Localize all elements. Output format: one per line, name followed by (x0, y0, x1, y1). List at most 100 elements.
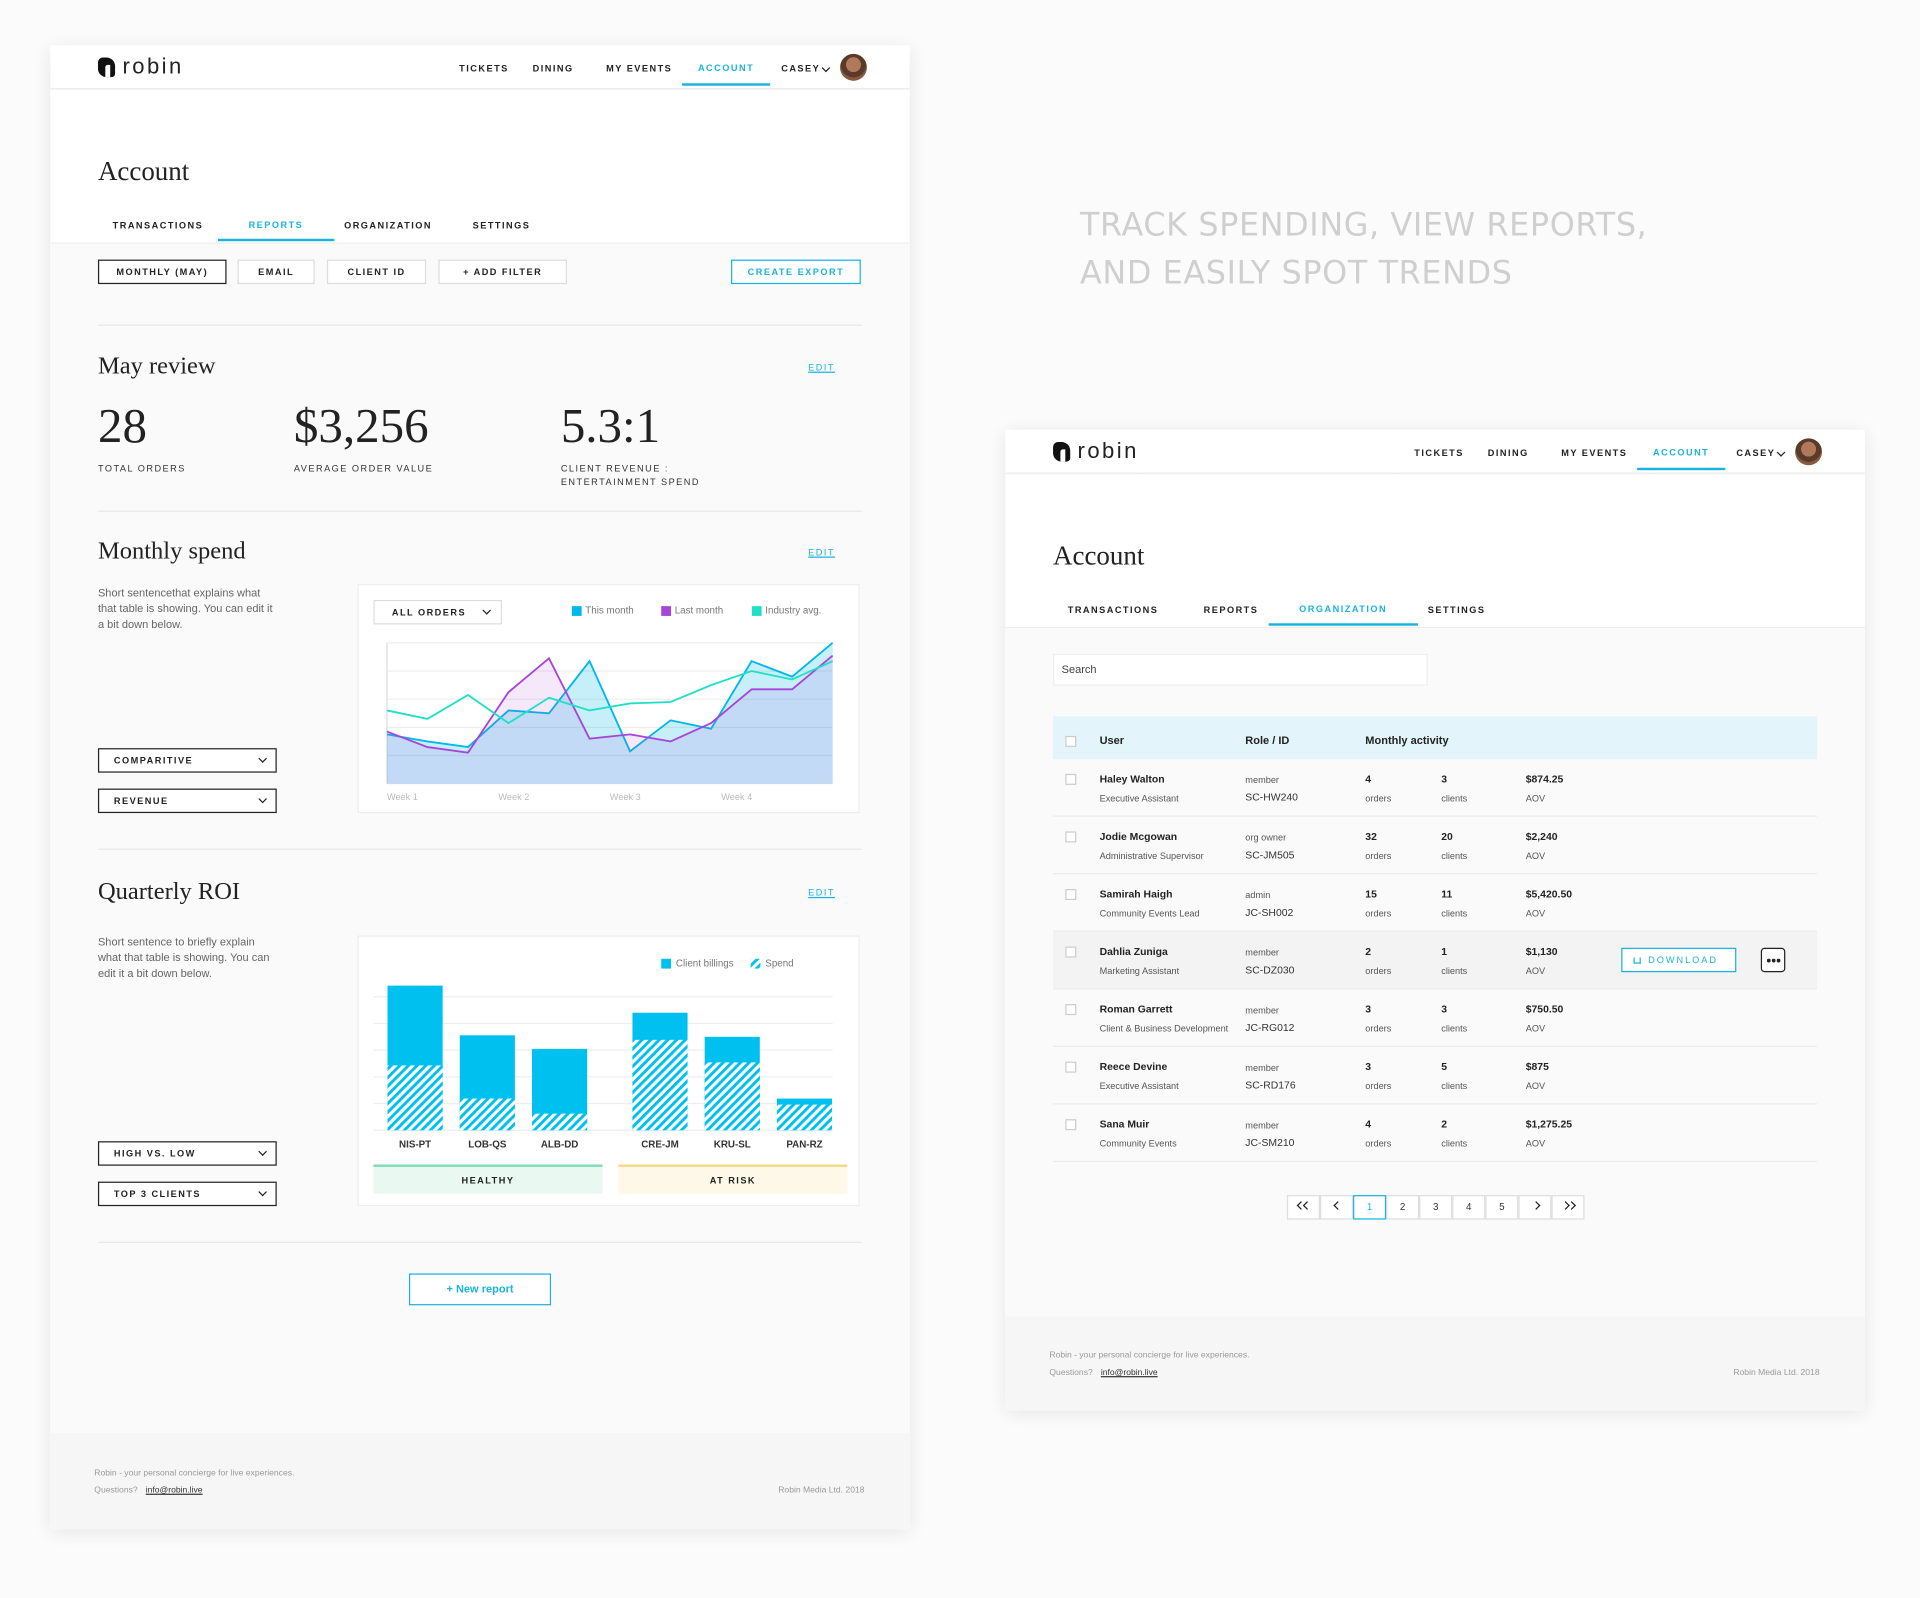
nav-link[interactable]: TICKETS (459, 63, 509, 75)
filter-button[interactable] (438, 259, 567, 285)
dropdown-label[interactable]: COMPARITIVE (113, 754, 194, 766)
x-tick-label: Week 1 (386, 791, 418, 803)
footer-email[interactable]: info@robin.live (145, 1486, 203, 1495)
dropdown-label[interactable]: REVENUE (113, 795, 169, 807)
filter-label[interactable]: MONTHLY (MAY) (116, 266, 209, 278)
tab[interactable]: SETTINGS (472, 219, 531, 231)
logo: robin (1077, 438, 1139, 464)
x-tick-label: PAN-RZ (786, 1139, 823, 1151)
nav-link[interactable]: MY EVENTS (606, 63, 673, 75)
edit-link[interactable]: EDIT (808, 546, 835, 558)
page-number[interactable]: 3 (1432, 1201, 1439, 1213)
activity-unit: orders (1365, 1080, 1392, 1092)
user-title: Marketing Assistant (1099, 965, 1180, 977)
filter-button[interactable] (97, 259, 227, 285)
filter-label[interactable]: CLIENT ID (347, 266, 406, 278)
export-label[interactable]: CREATE EXPORT (747, 266, 845, 278)
page-button[interactable] (1551, 1195, 1585, 1220)
row-divider (1053, 1045, 1818, 1047)
checkbox[interactable] (1065, 1118, 1077, 1130)
checkbox[interactable] (1065, 735, 1077, 747)
dropdown-label[interactable]: HIGH VS. LOW (113, 1147, 196, 1159)
page-button[interactable] (1485, 1195, 1519, 1220)
user-name: Jodie Mcgowan (1099, 830, 1178, 843)
tab[interactable]: ORGANIZATION (1268, 604, 1418, 626)
nav-link[interactable]: DINING (1487, 447, 1529, 459)
page-button[interactable] (1286, 1195, 1320, 1220)
activity-aov: $5,420.50 (1525, 887, 1573, 900)
user-title: Executive Assistant (1099, 792, 1179, 804)
checkbox[interactable] (1065, 888, 1077, 900)
nav-link[interactable]: ACCOUNT (1637, 447, 1726, 471)
page-number[interactable]: 2 (1399, 1201, 1406, 1213)
filter-button[interactable] (237, 259, 315, 285)
search-input[interactable] (1053, 653, 1428, 686)
user-role: member (1245, 1062, 1279, 1074)
dropdown[interactable] (97, 748, 277, 773)
user-menu[interactable]: CASEY (781, 63, 821, 75)
user-menu[interactable]: CASEY (1736, 447, 1776, 459)
checkbox[interactable] (1065, 1003, 1077, 1015)
filter-label[interactable]: + ADD FILTER (463, 266, 543, 278)
checkbox[interactable] (1065, 773, 1077, 785)
footer-email[interactable]: info@robin.live (1100, 1368, 1158, 1378)
tab[interactable]: TRANSACTIONS (112, 219, 204, 231)
nav-link[interactable]: ACCOUNT (682, 62, 771, 86)
edit-link[interactable]: EDIT (808, 887, 835, 899)
tab[interactable]: ORGANIZATION (344, 219, 432, 231)
nav-link[interactable]: DINING (532, 63, 574, 75)
page-button[interactable] (1518, 1195, 1552, 1220)
new-report-button[interactable] (408, 1273, 552, 1306)
user-role: member (1245, 1119, 1279, 1131)
page-number[interactable]: 5 (1499, 1201, 1505, 1213)
page-button[interactable] (1320, 1195, 1354, 1220)
checkbox[interactable] (1065, 945, 1077, 957)
content-area (50, 242, 910, 1433)
section-title: Monthly spend (97, 537, 246, 565)
export-button[interactable] (731, 259, 861, 285)
dropdown-label[interactable]: TOP 3 CLIENTS (113, 1188, 202, 1200)
activity-clients: 2 (1441, 1117, 1448, 1131)
tab[interactable]: SETTINGS (1427, 604, 1486, 616)
user-id: SC-DZ030 (1245, 963, 1295, 976)
dropdown[interactable] (97, 1181, 277, 1207)
dropdown[interactable] (97, 1141, 277, 1166)
activity-clients: 20 (1441, 830, 1453, 843)
stat-label: AVERAGE ORDER VALUE (293, 462, 434, 474)
checkbox[interactable] (1065, 1061, 1077, 1073)
nav-link[interactable]: TICKETS (1414, 447, 1464, 459)
page-number[interactable]: 4 (1466, 1201, 1472, 1213)
x-tick-label: NIS-PT (399, 1139, 432, 1151)
page-button[interactable] (1353, 1195, 1387, 1220)
edit-link[interactable]: EDIT (808, 361, 835, 373)
activity-unit: clients (1441, 792, 1468, 804)
tab[interactable]: TRANSACTIONS (1067, 604, 1159, 616)
checkbox[interactable] (1065, 830, 1077, 842)
page-button[interactable] (1386, 1195, 1420, 1220)
avatar (840, 53, 867, 81)
chart-filter-label[interactable]: ALL ORDERS (391, 606, 467, 618)
section-description: Short sentencethat explains what that ta… (97, 586, 273, 631)
activity-aov: $1,275.25 (1525, 1117, 1573, 1131)
more-button[interactable] (1760, 947, 1786, 973)
dropdown[interactable] (97, 788, 277, 814)
page-button[interactable] (1452, 1195, 1486, 1220)
legend-swatch (751, 606, 762, 616)
download-label[interactable]: DOWNLOAD (1648, 954, 1718, 966)
new-report-label[interactable]: + New report (446, 1282, 514, 1296)
nav-link[interactable]: MY EVENTS (1561, 447, 1628, 459)
chart-filter[interactable] (373, 600, 503, 625)
area (386, 655, 833, 784)
filter-label[interactable]: EMAIL (258, 266, 295, 278)
stat-label: TOTAL ORDERS (97, 462, 186, 474)
search-placeholder[interactable]: Search (1061, 663, 1097, 676)
activity-orders: 3 (1365, 1002, 1372, 1015)
page-number[interactable]: 1 (1366, 1201, 1373, 1213)
activity-unit: orders (1365, 965, 1392, 977)
tab[interactable]: REPORTS (217, 219, 334, 242)
area (386, 642, 833, 784)
filter-button[interactable] (326, 259, 427, 285)
tab[interactable]: REPORTS (1203, 604, 1259, 616)
page-button[interactable] (1419, 1195, 1453, 1220)
